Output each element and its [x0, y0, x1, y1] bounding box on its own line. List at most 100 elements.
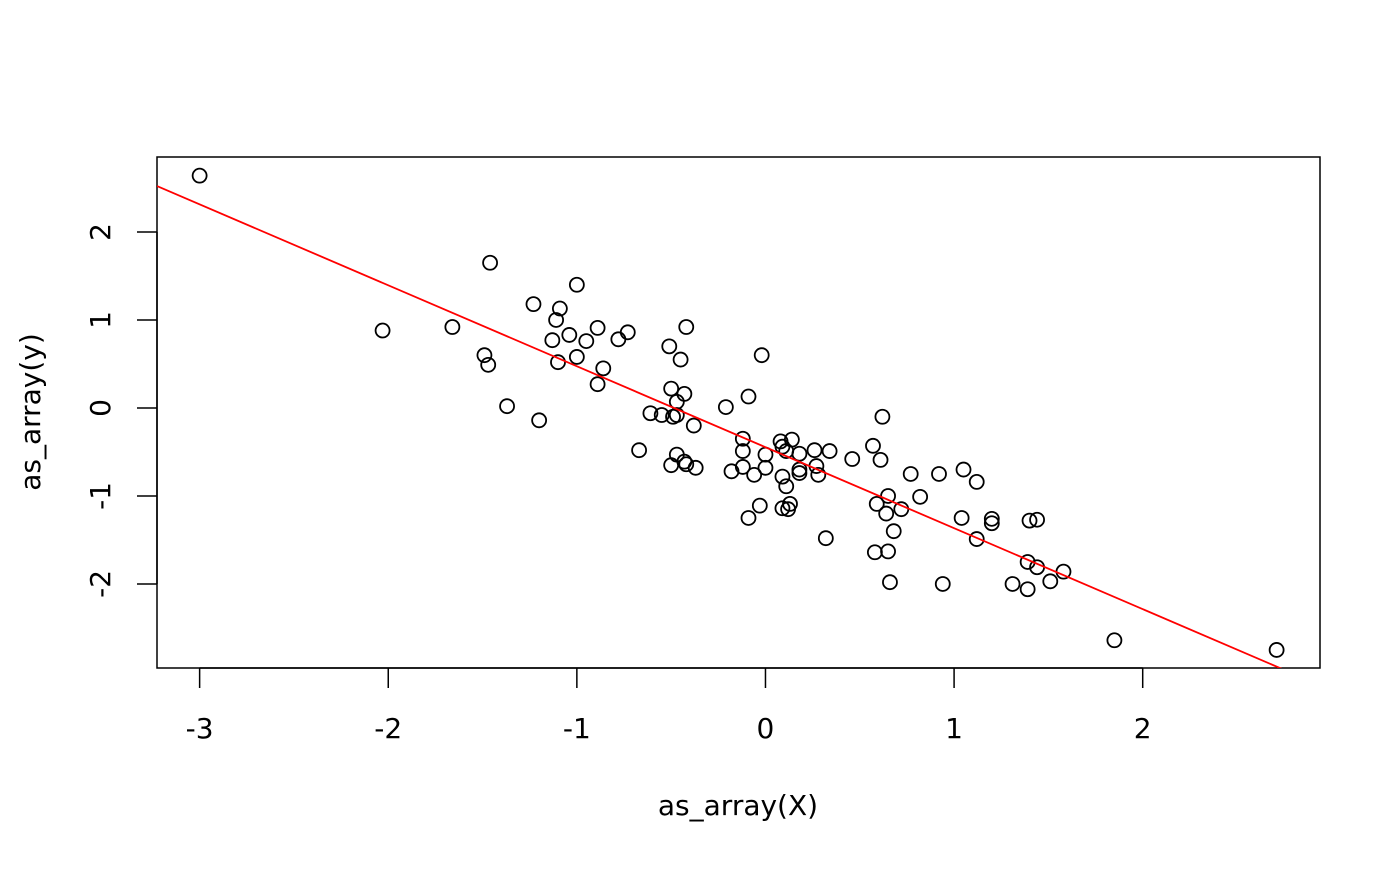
point	[934, 576, 951, 592]
point	[561, 327, 578, 343]
x-axis-title: as_array(X)	[658, 789, 818, 822]
point	[444, 319, 461, 335]
point	[678, 319, 695, 335]
point	[791, 465, 808, 481]
point	[734, 459, 751, 475]
y-tick-label: 2	[84, 223, 117, 241]
point	[983, 515, 1000, 532]
point	[663, 380, 680, 397]
point	[740, 388, 757, 405]
point	[531, 412, 548, 429]
point	[482, 254, 498, 271]
point	[525, 296, 542, 313]
y-axis-title: as_array(y)	[14, 333, 47, 491]
y-tick-label: 0	[84, 399, 117, 417]
point	[806, 442, 823, 459]
point	[610, 331, 627, 348]
point	[821, 443, 838, 459]
point	[783, 431, 800, 448]
point	[550, 354, 566, 371]
point	[1268, 642, 1285, 658]
point	[902, 466, 919, 482]
point	[717, 399, 734, 415]
point	[885, 523, 902, 540]
point	[880, 488, 896, 504]
x-tick-label: 0	[757, 712, 775, 745]
point	[672, 351, 689, 368]
point	[740, 510, 757, 526]
point	[1106, 632, 1123, 649]
point	[568, 349, 585, 365]
point	[753, 347, 770, 364]
point	[1042, 573, 1059, 590]
point	[568, 276, 585, 293]
point	[1029, 511, 1045, 528]
point	[551, 300, 568, 317]
point	[774, 500, 791, 517]
point	[912, 488, 929, 505]
point	[868, 495, 885, 512]
point	[791, 445, 808, 462]
x-tick-label: 1	[945, 712, 963, 745]
point	[661, 338, 678, 355]
point	[544, 332, 561, 349]
point	[968, 473, 985, 490]
point	[953, 510, 970, 526]
point	[880, 543, 896, 560]
point	[878, 505, 895, 522]
point	[480, 356, 497, 373]
point	[589, 319, 606, 336]
y-tick-label: 1	[84, 311, 117, 329]
point	[774, 468, 791, 485]
point	[631, 442, 647, 459]
y-tick-label: -1	[84, 482, 117, 510]
point	[931, 466, 947, 482]
point	[810, 466, 827, 483]
x-tick-label: -1	[563, 712, 591, 745]
point	[653, 407, 670, 423]
regression-line	[157, 185, 1283, 668]
point	[780, 501, 797, 518]
point	[866, 544, 883, 561]
point	[663, 457, 680, 474]
point	[1019, 581, 1036, 598]
y-tick-label: -2	[84, 570, 117, 598]
point	[734, 430, 751, 447]
x-tick-label: 2	[1134, 712, 1152, 745]
point	[548, 312, 565, 328]
point	[476, 347, 493, 364]
point	[589, 376, 606, 393]
point	[955, 461, 972, 478]
point	[734, 443, 751, 459]
point	[757, 459, 774, 476]
point	[1004, 576, 1021, 592]
point	[578, 333, 595, 349]
point	[751, 497, 768, 514]
point	[778, 478, 795, 495]
point	[983, 510, 1000, 527]
x-tick-label: -2	[374, 712, 402, 745]
point	[642, 405, 659, 422]
point	[676, 385, 693, 402]
point	[844, 451, 861, 467]
point	[1021, 512, 1038, 529]
point	[191, 167, 208, 184]
point	[968, 531, 985, 547]
plot-box	[156, 156, 1321, 669]
point	[882, 574, 898, 591]
point	[687, 459, 704, 476]
point	[595, 360, 612, 377]
x-tick-label: -3	[186, 712, 214, 745]
point	[865, 437, 881, 454]
point	[874, 408, 891, 425]
point	[817, 530, 834, 547]
point	[872, 451, 889, 468]
point	[619, 324, 636, 341]
point	[665, 408, 681, 425]
point	[746, 466, 763, 483]
point	[499, 398, 515, 415]
point	[678, 456, 695, 473]
point	[374, 322, 391, 339]
point	[685, 417, 702, 434]
